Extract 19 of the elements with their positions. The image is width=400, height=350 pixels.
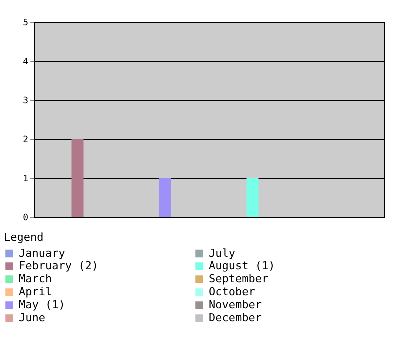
y-tick-label: 1 (23, 174, 28, 184)
legend-label: October (209, 286, 256, 298)
legend-label: July (209, 246, 236, 260)
legend-label: September (209, 272, 269, 286)
y-tick-label: 4 (23, 58, 28, 68)
legend-label: January (19, 246, 66, 260)
legend-title: Legend (4, 231, 44, 244)
legend-label: November (209, 298, 262, 312)
legend-label: May (1) (19, 298, 66, 312)
legend-label: June (19, 312, 46, 324)
y-tick-label: 0 (23, 214, 28, 224)
legend-label: February (2) (19, 260, 98, 272)
legend-label: August (1) (209, 260, 276, 272)
legend-label: December (209, 312, 262, 324)
y-tick-label: 2 (23, 136, 28, 146)
y-tick-label: 3 (23, 96, 28, 106)
y-tick-label: 5 (23, 18, 28, 28)
legend-label: March (19, 272, 52, 286)
legend-label: April (19, 286, 52, 298)
